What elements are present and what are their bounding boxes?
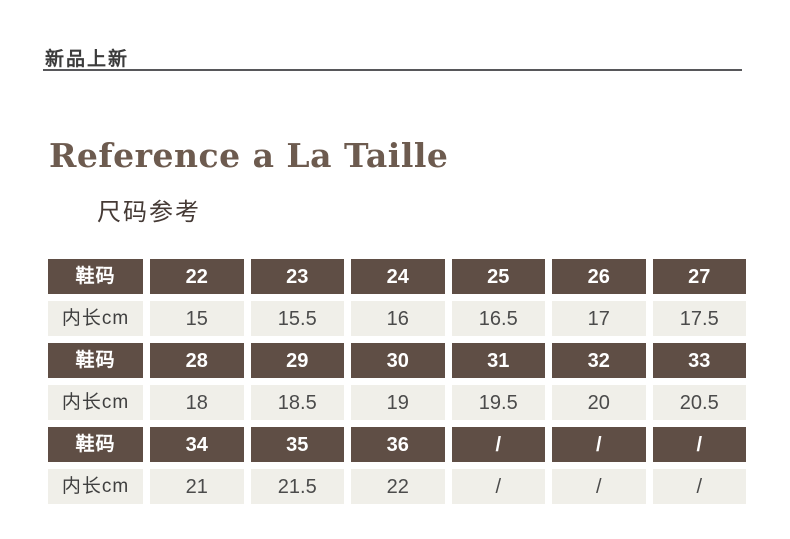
row-label-length: 内长cm bbox=[48, 469, 143, 504]
length-cell: 18 bbox=[150, 385, 244, 420]
length-cell: 16.5 bbox=[451, 301, 545, 336]
length-cell: 21.5 bbox=[250, 469, 344, 504]
size-cell: 35 bbox=[250, 427, 344, 462]
length-row: 内长cm 18 18.5 19 19.5 20 20.5 bbox=[48, 385, 746, 420]
row-label-size: 鞋码 bbox=[48, 427, 143, 462]
size-cell: 28 bbox=[150, 343, 244, 378]
size-cell: 32 bbox=[552, 343, 646, 378]
size-cell: 30 bbox=[351, 343, 445, 378]
size-cell: / bbox=[652, 427, 746, 462]
size-row: 鞋码 28 29 30 31 32 33 bbox=[48, 343, 746, 378]
size-cell: 31 bbox=[451, 343, 545, 378]
size-row: 鞋码 22 23 24 25 26 27 bbox=[48, 259, 746, 294]
length-cell: 19.5 bbox=[451, 385, 545, 420]
row-label-length: 内长cm bbox=[48, 385, 143, 420]
length-cell: 22 bbox=[351, 469, 445, 504]
size-cell: 34 bbox=[150, 427, 244, 462]
row-label-size: 鞋码 bbox=[48, 259, 143, 294]
size-cell: 22 bbox=[150, 259, 244, 294]
size-cell: 27 bbox=[652, 259, 746, 294]
length-cell: 21 bbox=[150, 469, 244, 504]
size-cell: / bbox=[552, 427, 646, 462]
size-cell: / bbox=[451, 427, 545, 462]
page-title: Reference a La Taille bbox=[49, 136, 449, 175]
length-cell: / bbox=[451, 469, 545, 504]
size-cell: 36 bbox=[351, 427, 445, 462]
length-cell: 15 bbox=[150, 301, 244, 336]
length-cell: 16 bbox=[351, 301, 445, 336]
size-reference-table: 鞋码 22 23 24 25 26 27 内长cm 15 15.5 16 16.… bbox=[48, 259, 746, 504]
size-row: 鞋码 34 35 36 / / / bbox=[48, 427, 746, 462]
row-label-length: 内长cm bbox=[48, 301, 143, 336]
new-arrival-badge: 新品上新 bbox=[45, 49, 130, 70]
size-cell: 24 bbox=[351, 259, 445, 294]
length-cell: 20 bbox=[552, 385, 646, 420]
size-cell: 23 bbox=[250, 259, 344, 294]
size-cell: 26 bbox=[552, 259, 646, 294]
length-cell: 17 bbox=[552, 301, 646, 336]
length-cell: 18.5 bbox=[250, 385, 344, 420]
page-subtitle: 尺码参考 bbox=[97, 199, 201, 226]
length-cell: / bbox=[652, 469, 746, 504]
header-divider-line bbox=[43, 69, 742, 71]
row-label-size: 鞋码 bbox=[48, 343, 143, 378]
length-row: 内长cm 15 15.5 16 16.5 17 17.5 bbox=[48, 301, 746, 336]
length-cell: 17.5 bbox=[652, 301, 746, 336]
size-cell: 25 bbox=[451, 259, 545, 294]
length-cell: 15.5 bbox=[250, 301, 344, 336]
length-cell: 19 bbox=[351, 385, 445, 420]
length-cell: / bbox=[552, 469, 646, 504]
length-cell: 20.5 bbox=[652, 385, 746, 420]
size-cell: 29 bbox=[250, 343, 344, 378]
length-row: 内长cm 21 21.5 22 / / / bbox=[48, 469, 746, 504]
size-cell: 33 bbox=[652, 343, 746, 378]
